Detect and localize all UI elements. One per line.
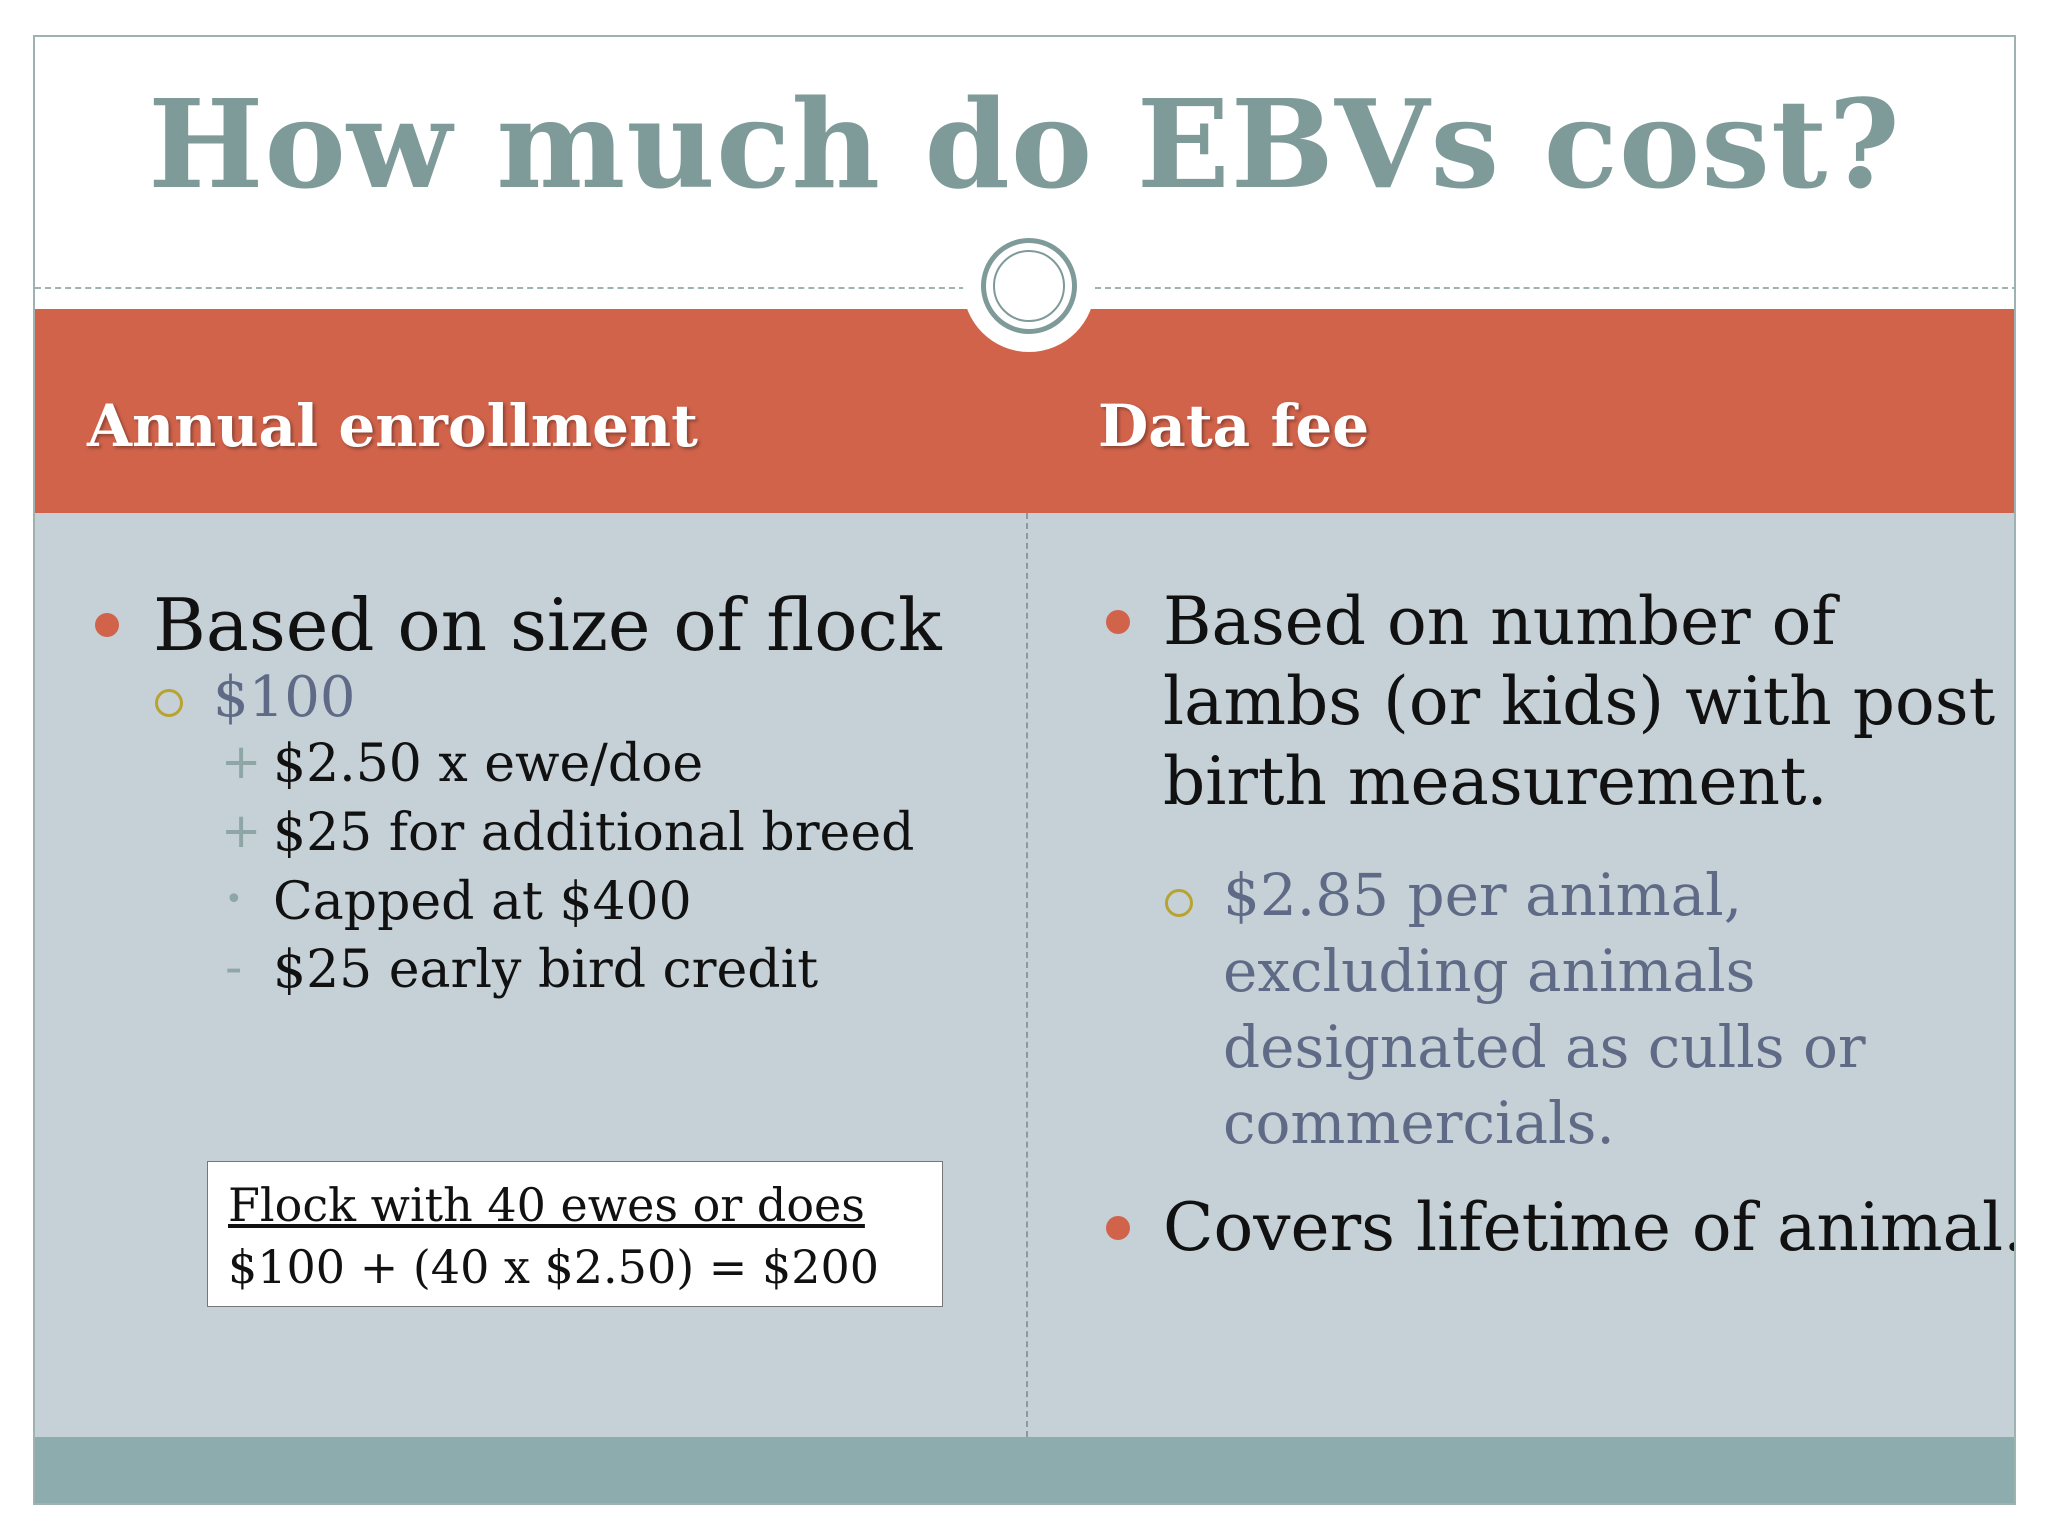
item-capped: Capped at $400 [273, 872, 692, 932]
column-heading-annual-enrollment: Annual enrollment [87, 392, 698, 460]
sub-bullet-per-animal: $2.85 per animal, excluding animals desi… [1223, 861, 1866, 1157]
minus-icon: - [225, 940, 243, 996]
circle-badge [963, 220, 1095, 352]
column-divider [1026, 513, 1028, 1437]
bullet-dot-icon [1106, 610, 1130, 634]
item-additional-breed: $25 for additional breed [273, 803, 915, 863]
title-divider-left [35, 287, 965, 289]
slide-title: How much do EBVs cost? [148, 72, 1901, 216]
bullet-dot-icon [1106, 1216, 1130, 1240]
circle-ring-icon [981, 238, 1077, 334]
bullet-covers-lifetime: Covers lifetime of animal. [1163, 1189, 2016, 1266]
slide: How much do EBVs cost? Annual enrollment… [33, 35, 2016, 1505]
column-heading-data-fee: Data fee [1098, 392, 1370, 460]
example-calculation-box: Flock with 40 ewes or does $100 + (40 x … [207, 1161, 943, 1307]
sub-bullet-ring-icon [1165, 889, 1193, 917]
bullet-based-on-size: Based on size of flock [153, 583, 942, 667]
small-dot-icon: • [225, 882, 243, 917]
title-divider-right [1095, 287, 2014, 289]
footer-band [35, 1437, 2014, 1503]
plus-icon: + [221, 803, 262, 859]
item-early-bird: $25 early bird credit [273, 940, 819, 1000]
example-calculation: $100 + (40 x $2.50) = $200 [228, 1240, 880, 1294]
item-per-ewe: $2.50 x ewe/doe [273, 734, 704, 794]
bullet-based-on-number: Based on number of lambs (or kids) with … [1163, 583, 1996, 820]
plus-icon: + [221, 734, 262, 790]
bullet-dot-icon [95, 613, 119, 637]
sub-bullet-base-fee: $100 [213, 665, 356, 730]
example-title: Flock with 40 ewes or does [228, 1178, 865, 1232]
sub-bullet-ring-icon [155, 689, 183, 717]
